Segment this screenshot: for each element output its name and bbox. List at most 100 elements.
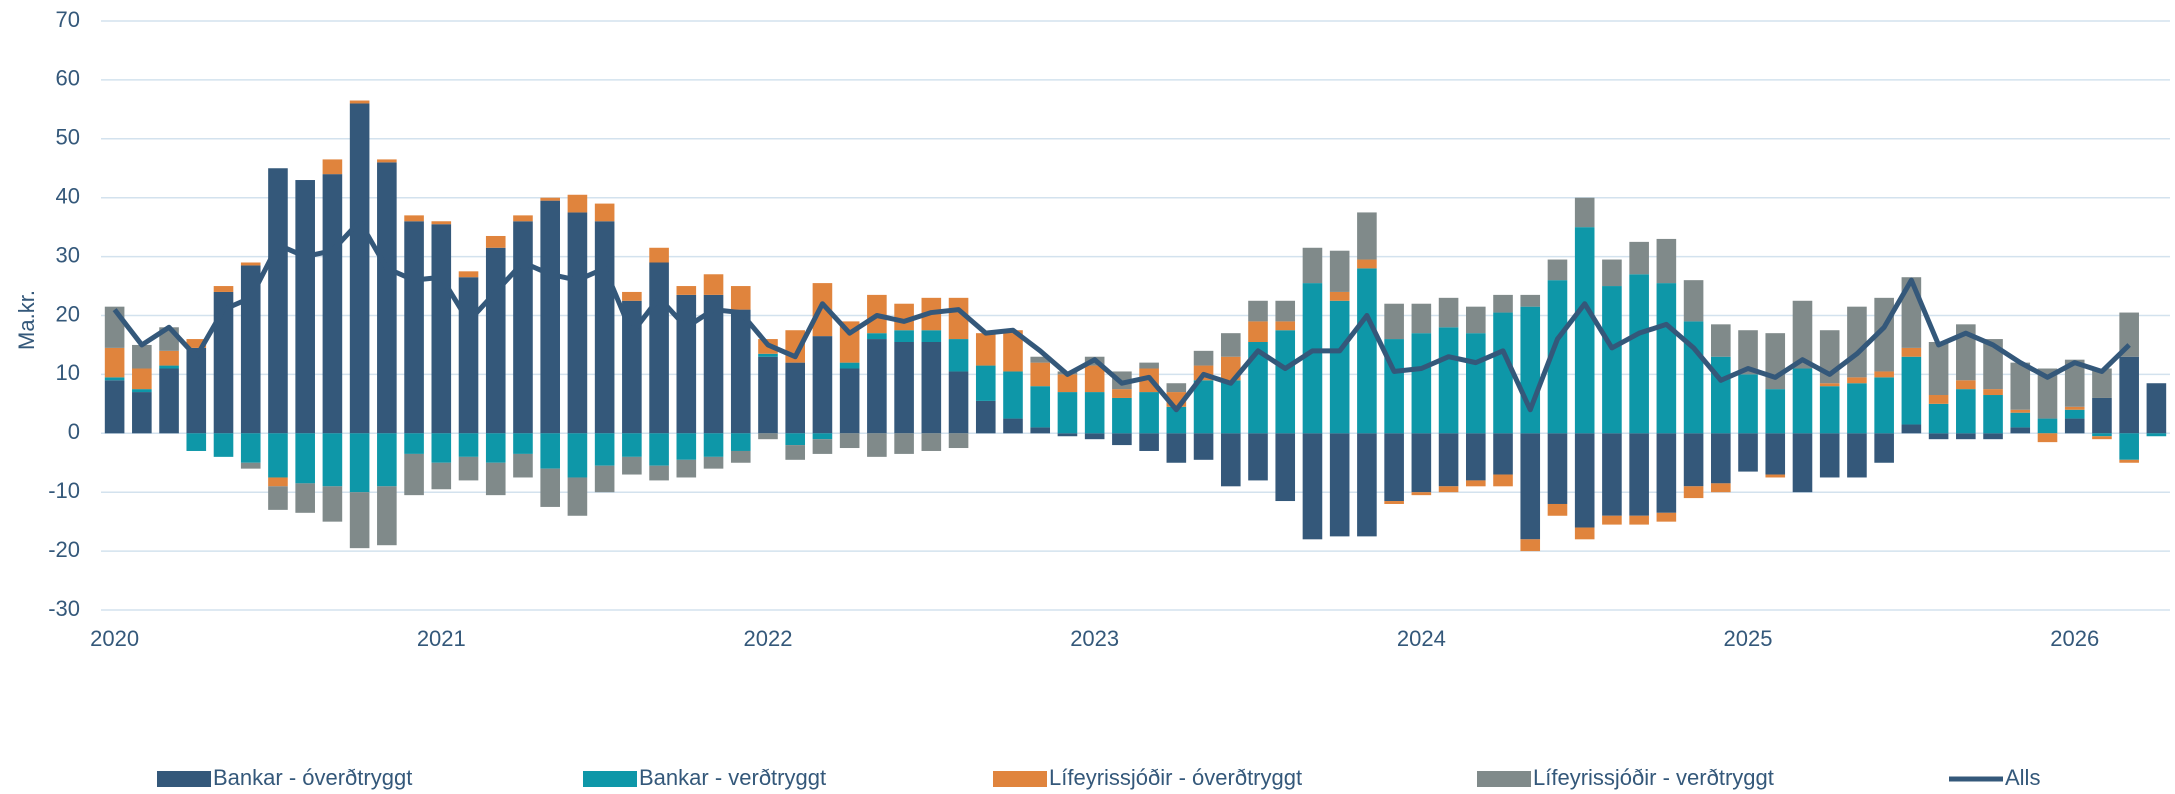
bar <box>1030 356 1051 363</box>
bar <box>1112 389 1132 398</box>
bar <box>1711 483 1731 493</box>
bar <box>594 203 615 222</box>
bar <box>1547 503 1568 516</box>
bar <box>1193 380 1214 434</box>
bar <box>322 486 343 522</box>
y-tick-label: 30 <box>56 242 80 267</box>
bar <box>132 344 152 369</box>
bar <box>1139 392 1159 434</box>
bar <box>268 433 288 478</box>
bar <box>1465 333 1486 434</box>
bar <box>540 468 560 507</box>
bar <box>159 365 179 369</box>
bar <box>485 247 506 434</box>
bar <box>2119 312 2139 357</box>
bar <box>186 339 207 348</box>
bar <box>2010 412 2031 428</box>
bar <box>1928 395 1949 404</box>
bar <box>894 303 914 331</box>
bar <box>1983 433 2003 440</box>
legend-swatch <box>1477 771 1531 787</box>
bar <box>104 347 125 378</box>
bar <box>1683 280 1704 322</box>
bar <box>458 277 479 434</box>
bar <box>1520 294 1541 307</box>
bar <box>894 342 914 434</box>
bar <box>1003 418 1023 434</box>
bar <box>1956 433 1976 440</box>
bar <box>948 339 969 372</box>
bar <box>975 400 996 434</box>
bar <box>1493 294 1513 313</box>
bar <box>2037 418 2058 434</box>
bar <box>377 486 397 546</box>
bar <box>1983 395 2003 434</box>
bar <box>186 433 207 451</box>
bar <box>676 433 697 460</box>
bar <box>458 271 479 278</box>
bar <box>703 433 724 457</box>
bar <box>1819 383 1840 387</box>
bar <box>213 433 234 457</box>
legend-label: Bankar - verðtryggt <box>639 765 826 790</box>
bar <box>1602 259 1622 287</box>
bar <box>1438 486 1459 493</box>
bar <box>812 433 833 440</box>
bar <box>2092 397 2112 434</box>
bar <box>1357 212 1377 260</box>
bar <box>758 433 778 440</box>
bar <box>948 371 969 434</box>
bar <box>1901 356 1922 425</box>
bar <box>867 433 887 457</box>
bar <box>948 433 969 449</box>
bar <box>1574 227 1595 434</box>
bar <box>1765 333 1786 390</box>
bar <box>159 368 179 434</box>
bar <box>2037 433 2058 443</box>
bar <box>921 433 942 451</box>
bar <box>1602 515 1622 525</box>
bar <box>1928 342 1949 396</box>
bar <box>2119 459 2139 463</box>
bar <box>1411 492 1432 496</box>
bar <box>1357 259 1377 269</box>
bar <box>1656 283 1677 434</box>
bar <box>730 286 751 310</box>
x-tick-label: 2022 <box>744 626 793 651</box>
bar <box>295 483 315 513</box>
bar <box>1683 433 1704 487</box>
bar <box>1520 539 1541 552</box>
bar <box>132 392 152 434</box>
legend-swatch <box>157 771 211 787</box>
bar <box>1248 342 1268 434</box>
bar <box>1248 433 1268 481</box>
bar <box>1139 362 1159 369</box>
bar <box>2092 433 2112 437</box>
bar <box>839 362 860 369</box>
bar <box>1547 280 1568 434</box>
bar <box>676 294 697 434</box>
bar <box>1874 377 1894 434</box>
bar <box>1384 303 1404 340</box>
bar <box>867 333 887 340</box>
x-tick-label: 2025 <box>1724 626 1773 651</box>
bar <box>1057 433 1078 437</box>
bar <box>921 342 942 434</box>
bar <box>132 368 152 390</box>
bar <box>1084 433 1105 440</box>
bar <box>758 353 778 357</box>
bar <box>159 350 179 366</box>
bar <box>1057 374 1078 393</box>
legend-label: Bankar - óverðtryggt <box>213 765 412 790</box>
bar <box>1166 433 1187 463</box>
bar <box>622 291 642 301</box>
y-tick-label: 70 <box>56 7 80 32</box>
bar <box>1792 368 1813 434</box>
bar <box>649 262 669 434</box>
bar <box>1384 501 1404 504</box>
bar <box>295 180 315 434</box>
bar <box>1329 291 1350 301</box>
bar <box>1792 433 1813 493</box>
bar <box>268 477 288 487</box>
x-tick-label: 2024 <box>1397 626 1446 651</box>
